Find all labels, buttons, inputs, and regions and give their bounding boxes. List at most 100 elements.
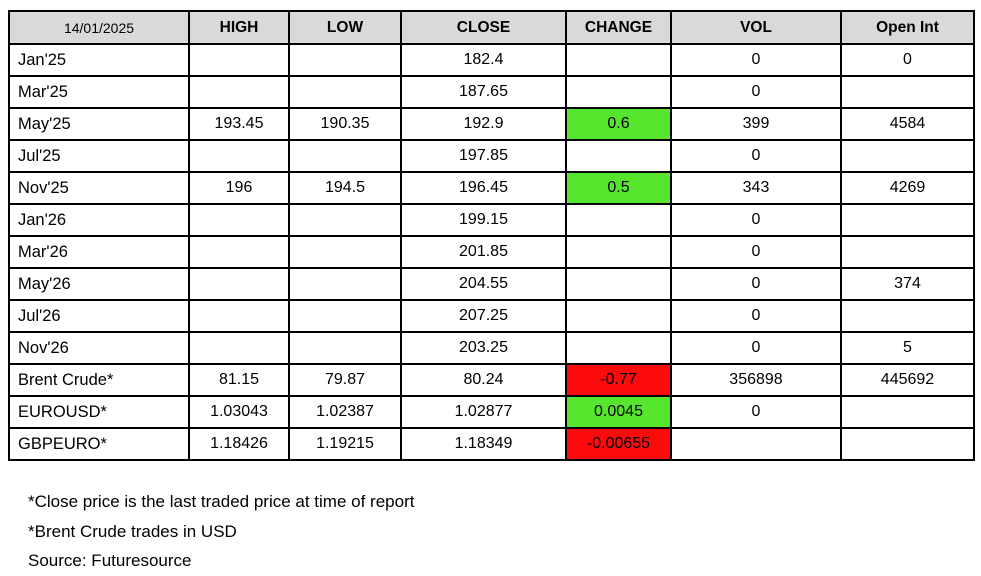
table-row: Jan'25 182.4 0 0: [8, 43, 975, 77]
cell-change: 0.0045: [565, 395, 672, 429]
table-row: May'26 204.55 0 374: [8, 267, 975, 301]
cell-low: 194.5: [288, 171, 402, 205]
cell-close: 80.24: [400, 363, 567, 397]
header-row: 14/01/2025 HIGH LOW CLOSE CHANGE VOL Ope…: [8, 10, 975, 45]
cell-low: 1.02387: [288, 395, 402, 429]
table-row: Nov'25 196 194.5 196.45 0.5 343 4269: [8, 171, 975, 205]
cell-high: [188, 203, 290, 237]
cell-change: -0.77: [565, 363, 672, 397]
table-row: Jul'25 197.85 0: [8, 139, 975, 173]
cell-vol: 0: [670, 139, 842, 173]
cell-change: [565, 203, 672, 237]
cell-low: [288, 299, 402, 333]
cell-high: 196: [188, 171, 290, 205]
cell-change: [565, 331, 672, 365]
cell-low: [288, 331, 402, 365]
row-label: Jul'25: [8, 139, 190, 173]
row-label: Jan'26: [8, 203, 190, 237]
row-label: Nov'25: [8, 171, 190, 205]
cell-low: 190.35: [288, 107, 402, 141]
cell-low: 79.87: [288, 363, 402, 397]
cell-close: 199.15: [400, 203, 567, 237]
table-row: EUROUSD* 1.03043 1.02387 1.02877 0.0045 0: [8, 395, 975, 429]
footnote-source: Source: Futuresource: [28, 551, 192, 570]
cell-open-int: 5: [840, 331, 975, 365]
table-row: Mar'26 201.85 0: [8, 235, 975, 269]
cell-open-int: [840, 395, 975, 429]
cell-vol: 0: [670, 203, 842, 237]
column-header-high: HIGH: [188, 10, 290, 45]
cell-open-int: [840, 139, 975, 173]
cell-close: 203.25: [400, 331, 567, 365]
cell-change: 0.6: [565, 107, 672, 141]
cell-close: 201.85: [400, 235, 567, 269]
cell-change: -0.00655: [565, 427, 672, 461]
cell-high: 193.45: [188, 107, 290, 141]
row-label: Brent Crude*: [8, 363, 190, 397]
column-header-open-int: Open Int: [840, 10, 975, 45]
row-label: GBPEURO*: [8, 427, 190, 461]
cell-high: [188, 75, 290, 109]
cell-close: 1.18349: [400, 427, 567, 461]
table-row: Nov'26 203.25 0 5: [8, 331, 975, 365]
cell-vol: 0: [670, 395, 842, 429]
cell-close: 196.45: [400, 171, 567, 205]
cell-vol: [670, 427, 842, 461]
cell-close: 187.65: [400, 75, 567, 109]
cell-vol: 0: [670, 267, 842, 301]
cell-high: 1.03043: [188, 395, 290, 429]
cell-vol: 399: [670, 107, 842, 141]
cell-open-int: 0: [840, 43, 975, 77]
table-row: Jan'26 199.15 0: [8, 203, 975, 237]
cell-close: 192.9: [400, 107, 567, 141]
cell-low: [288, 43, 402, 77]
cell-vol: 343: [670, 171, 842, 205]
cell-high: [188, 331, 290, 365]
cell-high: [188, 43, 290, 77]
cell-change: [565, 139, 672, 173]
cell-change: 0.5: [565, 171, 672, 205]
column-header-change: CHANGE: [565, 10, 672, 45]
row-label: Nov'26: [8, 331, 190, 365]
footnote-brent-usd: *Brent Crude trades in USD: [28, 521, 237, 541]
cell-open-int: [840, 299, 975, 333]
cell-low: [288, 267, 402, 301]
cell-open-int: [840, 203, 975, 237]
cell-vol: 0: [670, 75, 842, 109]
cell-close: 204.55: [400, 267, 567, 301]
table-body: Jan'25 182.4 0 0 Mar'25 187.65 0 May'25 193.45 19…: [8, 43, 975, 461]
cell-high: [188, 235, 290, 269]
column-header-close: CLOSE: [400, 10, 567, 45]
cell-change: [565, 267, 672, 301]
row-label: Mar'25: [8, 75, 190, 109]
cell-low: [288, 139, 402, 173]
cell-high: [188, 299, 290, 333]
column-header-vol: VOL: [670, 10, 842, 45]
cell-high: [188, 139, 290, 173]
cell-vol: 0: [670, 331, 842, 365]
cell-change: [565, 235, 672, 269]
cell-close: 1.02877: [400, 395, 567, 429]
cell-open-int: [840, 235, 975, 269]
cell-change: [565, 43, 672, 77]
cell-close: 197.85: [400, 139, 567, 173]
cell-open-int: [840, 427, 975, 461]
cell-open-int: 4269: [840, 171, 975, 205]
cell-change: [565, 75, 672, 109]
row-label: Mar'26: [8, 235, 190, 269]
table-row: GBPEURO* 1.18426 1.19215 1.18349 -0.00655: [8, 427, 975, 461]
futures-price-table: 14/01/2025 HIGH LOW CLOSE CHANGE VOL Ope…: [8, 10, 975, 461]
table-row: Jul'26 207.25 0: [8, 299, 975, 333]
cell-change: [565, 299, 672, 333]
column-header-low: LOW: [288, 10, 402, 45]
cell-low: [288, 203, 402, 237]
cell-high: 81.15: [188, 363, 290, 397]
row-label: Jul'26: [8, 299, 190, 333]
cell-open-int: 4584: [840, 107, 975, 141]
cell-high: [188, 267, 290, 301]
row-label: Jan'25: [8, 43, 190, 77]
cell-open-int: 374: [840, 267, 975, 301]
row-label: EUROUSD*: [8, 395, 190, 429]
cell-vol: 0: [670, 299, 842, 333]
